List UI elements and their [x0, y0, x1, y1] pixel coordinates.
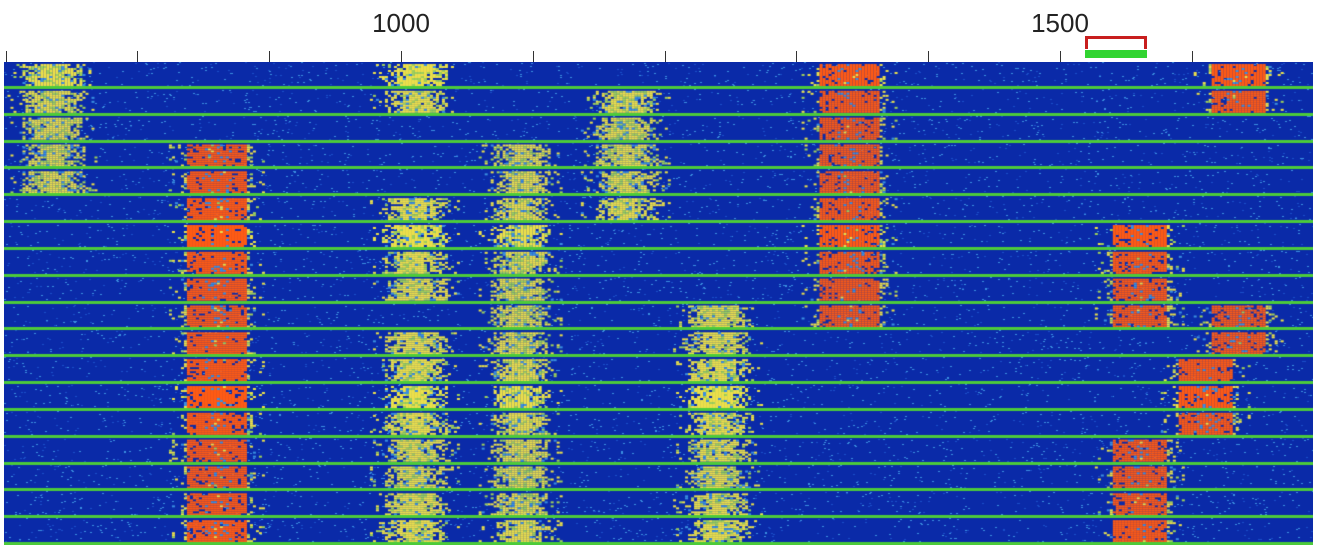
tx-marker-bracket [1085, 36, 1147, 49]
frequency-ruler[interactable]: 1000 1500 [0, 0, 1317, 62]
ruler-tick [6, 51, 7, 62]
waterfall-spectrogram[interactable] [4, 62, 1313, 545]
rx-marker-bar [1085, 50, 1147, 58]
ruler-tick [137, 51, 138, 62]
ruler-tick [401, 51, 402, 62]
ruler-tick [928, 51, 929, 62]
ruler-tick [533, 51, 534, 62]
ruler-tick [796, 51, 797, 62]
ruler-label: 1000 [372, 8, 430, 38]
ruler-tick [269, 51, 270, 62]
tx-rx-frequency-marker[interactable] [1085, 36, 1147, 60]
ruler-tick [1192, 51, 1193, 62]
ruler-tick [1060, 51, 1061, 62]
marker-gap [1088, 39, 1144, 50]
ruler-tick [665, 51, 666, 62]
ruler-label: 1500 [1031, 8, 1089, 38]
